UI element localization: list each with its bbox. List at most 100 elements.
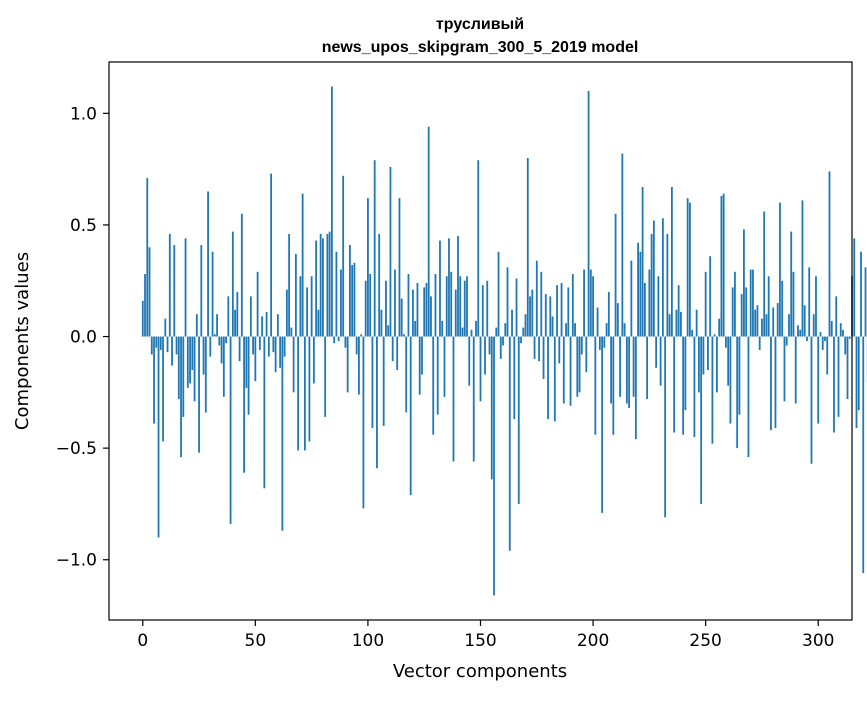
bar xyxy=(412,290,414,337)
bar xyxy=(786,337,788,346)
bar xyxy=(549,296,551,336)
bar xyxy=(176,337,178,355)
bar xyxy=(259,337,261,350)
y-axis-ticks: −1.0−0.50.00.51.0 xyxy=(56,104,109,570)
bar xyxy=(342,176,344,337)
bar xyxy=(194,337,196,402)
bar xyxy=(601,337,603,513)
bar xyxy=(660,337,662,386)
bar xyxy=(639,252,641,337)
bar xyxy=(394,270,396,337)
bar xyxy=(518,337,520,504)
bar xyxy=(788,314,790,336)
bar xyxy=(581,337,583,355)
bar xyxy=(223,337,225,397)
bar xyxy=(594,337,596,435)
bar xyxy=(817,337,819,424)
bar xyxy=(666,234,668,337)
bar xyxy=(441,321,443,337)
bar xyxy=(745,287,747,336)
x-tick-label: 50 xyxy=(245,631,267,651)
bar xyxy=(552,316,554,336)
bar xyxy=(464,281,466,337)
bar xyxy=(459,276,461,336)
bar xyxy=(671,187,673,337)
bar xyxy=(648,270,650,337)
bar xyxy=(468,337,470,386)
bar xyxy=(410,337,412,495)
bar xyxy=(284,337,286,357)
bar xyxy=(570,337,572,406)
bar xyxy=(146,178,148,336)
bar xyxy=(507,267,509,336)
bar xyxy=(421,337,423,375)
bar xyxy=(209,337,211,357)
bar xyxy=(329,232,331,337)
bar xyxy=(446,276,448,336)
bar xyxy=(693,337,695,437)
bar xyxy=(662,218,664,336)
bar xyxy=(347,337,349,393)
bar xyxy=(619,337,621,397)
bar xyxy=(736,337,738,449)
bar xyxy=(275,337,277,373)
bar xyxy=(655,337,657,368)
bar xyxy=(630,261,632,337)
bar xyxy=(565,323,567,336)
bar xyxy=(450,272,452,337)
bar xyxy=(725,337,727,348)
bar xyxy=(430,296,432,336)
x-tick-label: 300 xyxy=(802,631,834,651)
bar xyxy=(833,337,835,433)
bar xyxy=(752,270,754,337)
bar xyxy=(338,337,340,341)
bar xyxy=(775,337,777,429)
bar xyxy=(727,337,729,386)
bar xyxy=(538,337,540,362)
bar xyxy=(723,194,725,337)
bar xyxy=(741,294,743,336)
bar xyxy=(313,337,315,384)
bar xyxy=(216,314,218,336)
bar xyxy=(608,292,610,337)
bar xyxy=(525,314,527,336)
y-tick-label: −1.0 xyxy=(56,551,97,571)
bar xyxy=(225,337,227,344)
bar xyxy=(372,337,374,429)
bar xyxy=(757,305,759,336)
bar xyxy=(838,337,840,417)
bar xyxy=(444,337,446,397)
bar xyxy=(730,337,732,424)
bar xyxy=(144,274,146,336)
bar xyxy=(185,238,187,336)
x-tick-label: 200 xyxy=(577,631,609,651)
bar xyxy=(196,314,198,336)
bar xyxy=(734,272,736,337)
bar xyxy=(547,337,549,420)
bar xyxy=(772,308,774,337)
bar xyxy=(684,337,686,411)
bar xyxy=(844,337,846,355)
bar xyxy=(493,337,495,596)
bar xyxy=(198,337,200,453)
bar xyxy=(712,337,714,444)
bar xyxy=(214,334,216,336)
bar xyxy=(326,234,328,337)
bar xyxy=(437,337,439,415)
bar xyxy=(227,296,229,336)
bar xyxy=(340,270,342,337)
bar xyxy=(612,337,614,435)
bar xyxy=(221,337,223,364)
bar xyxy=(572,274,574,336)
bar xyxy=(558,337,560,364)
bar xyxy=(495,328,497,337)
bar xyxy=(781,281,783,337)
bar xyxy=(243,337,245,473)
bar xyxy=(653,220,655,336)
bar xyxy=(651,234,653,337)
bar xyxy=(820,332,822,336)
bar xyxy=(155,337,157,348)
bar xyxy=(466,276,468,336)
bar xyxy=(354,263,356,337)
